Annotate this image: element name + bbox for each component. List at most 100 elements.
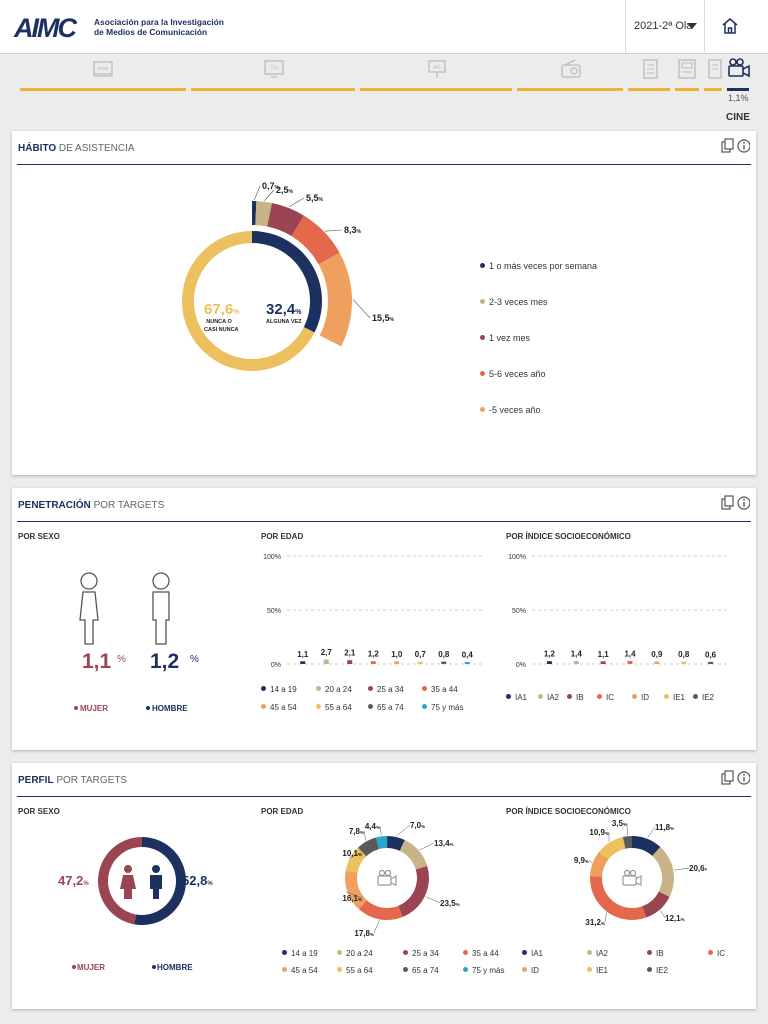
habito-nunca-pct: % xyxy=(233,309,240,316)
habito-legend-item-2[interactable]: 2-3 veces mes xyxy=(480,297,548,307)
perfil-legend-item-8[interactable]: 75 y más xyxy=(463,966,504,975)
habito-alguna-label: ALGUNA VEZ xyxy=(266,319,302,325)
info-icon[interactable] xyxy=(737,139,750,153)
pen-ise-value-label-3: 1,1 xyxy=(598,650,610,659)
legend-dot-icon xyxy=(522,950,527,955)
legend-dot-icon xyxy=(422,704,427,709)
legend-dot-icon xyxy=(368,686,373,691)
pen-ise-value-label-6: 0,8 xyxy=(678,650,690,659)
perfil-legend-item-1[interactable]: 14 a 19 xyxy=(282,949,318,958)
habito-legend-item-1[interactable]: 1 o más veces por semana xyxy=(480,261,597,271)
pen-hombre-legend-label: HOMBRE xyxy=(152,704,188,713)
pen-edad-legend-label: 65 a 74 xyxy=(377,703,404,712)
legend-dot-icon xyxy=(587,950,592,955)
pen-ise-legend-label: IA2 xyxy=(547,693,560,702)
perfil-legend-label: IA1 xyxy=(531,949,544,958)
perfil-legend-item-12[interactable]: IC xyxy=(708,949,725,958)
copy-icon[interactable] xyxy=(721,495,734,510)
pen-edad-legend-item-4[interactable]: 35 a 44 xyxy=(422,685,458,694)
cinema-icon[interactable] xyxy=(727,56,751,80)
copy-icon[interactable] xyxy=(721,770,734,785)
habito-title-rest: DE ASISTENCIA xyxy=(56,143,135,154)
pen-edad-legend-item-3[interactable]: 25 a 34 xyxy=(368,685,404,694)
habito-nunca-value: 67,6% xyxy=(204,301,239,318)
newspaper-icon[interactable] xyxy=(639,58,661,80)
pen-edad-bar-7 xyxy=(441,661,447,664)
pen-ise-legend-item-3[interactable]: IB xyxy=(567,693,584,702)
perfil-legend-item-2[interactable]: 20 a 24 xyxy=(337,949,373,958)
wave-selector[interactable]: 2021-2ª Ola xyxy=(625,0,705,54)
org-name-line1: Asociación para la Investigación xyxy=(94,17,224,27)
perfil-legend-item-11[interactable]: IB xyxy=(647,949,664,958)
tv-icon[interactable]: TV xyxy=(263,58,285,80)
pen-ise-legend-item-1[interactable]: IA1 xyxy=(506,693,527,702)
chevron-down-icon xyxy=(687,23,697,29)
perfil-legend-item-10[interactable]: IA2 xyxy=(587,949,608,958)
perfil-legend-item-13[interactable]: ID xyxy=(522,966,539,975)
pen-edad-legend-item-5[interactable]: 45 a 54 xyxy=(261,703,297,712)
pen-edad-legend-item-7[interactable]: 65 a 74 xyxy=(368,703,404,712)
pen-edad-legend-item-1[interactable]: 14 a 19 xyxy=(261,685,297,694)
perfil-legend-item-15[interactable]: IE2 xyxy=(647,966,668,975)
perfil-legend-item-14[interactable]: IE1 xyxy=(587,966,608,975)
exterior-icon[interactable]: AD xyxy=(426,58,448,80)
radio-icon[interactable] xyxy=(560,58,582,80)
habito-legend-item-3[interactable]: 1 vez mes xyxy=(480,333,530,343)
legend-dot-icon xyxy=(337,967,342,972)
internet-icon[interactable]: www xyxy=(92,58,114,80)
info-icon[interactable] xyxy=(737,771,750,785)
perfil-legend-item-3[interactable]: 25 a 34 xyxy=(403,949,439,958)
pen-ise-legend-item-4[interactable]: IC xyxy=(597,693,614,702)
perfil-legend-item-5[interactable]: 45 a 54 xyxy=(282,966,318,975)
perfil-mujer-number: 47,2 xyxy=(58,873,84,888)
perfil-edad-label-2: 13,4% xyxy=(434,839,454,848)
pen-edad-bar-5 xyxy=(394,661,400,664)
habito-divider xyxy=(17,164,751,165)
perfil-legend-item-9[interactable]: IA1 xyxy=(522,949,543,958)
pen-edad-legend-item-6[interactable]: 55 a 64 xyxy=(316,703,352,712)
magazine-icon[interactable] xyxy=(676,58,698,80)
pen-edad-legend-item-2[interactable]: 20 a 24 xyxy=(316,685,352,694)
habito-legend-item-5[interactable]: -5 veces año xyxy=(480,405,541,415)
woman-icon xyxy=(120,865,136,899)
pen-ise-legend-item-5[interactable]: ID xyxy=(632,693,649,702)
perfil-legend-label: 20 a 24 xyxy=(346,949,373,958)
home-icon[interactable] xyxy=(720,16,740,36)
info-icon[interactable] xyxy=(737,496,750,510)
pen-ise-legend-item-6[interactable]: IE1 xyxy=(664,693,685,702)
svg-text:www: www xyxy=(98,66,109,72)
habito-legend-label: 2-3 veces mes xyxy=(489,297,548,307)
perfil-title-bold: PERFIL xyxy=(18,775,54,786)
legend-dot-icon xyxy=(538,694,543,699)
pen-ise-value-label-2: 1,4 xyxy=(571,649,583,658)
perfil-mujer-pct: % xyxy=(83,881,89,887)
pen-edad-legend-item-8[interactable]: 75 y más xyxy=(422,703,463,712)
pen-edad-bar-6 xyxy=(417,661,423,664)
perfil-ise-leader-line-2 xyxy=(674,867,690,871)
perfil-legend-item-6[interactable]: 55 a 64 xyxy=(337,966,373,975)
perfil-legend-item-7[interactable]: 65 a 74 xyxy=(403,966,439,975)
pen-ise-legend-item-7[interactable]: IE2 xyxy=(693,693,714,702)
perfil-edad-leader-line-8 xyxy=(379,825,382,836)
cinema-label[interactable]: CINE xyxy=(726,112,750,123)
perfil-edad-arc-1 xyxy=(387,836,405,851)
legend-dot-icon xyxy=(422,686,427,691)
perfil-sexo-mujer-arc xyxy=(97,837,142,925)
aimc-logo[interactable]: AIMC xyxy=(14,13,77,43)
perfil-hombre-legend-label: HOMBRE xyxy=(157,963,193,972)
pen-sexo-heading: POR SEXO xyxy=(18,532,60,541)
pen-ise-legend-label: IC xyxy=(606,693,614,702)
perfil-legend-label: 55 a 64 xyxy=(346,966,373,975)
perfil-legend-label: 35 a 44 xyxy=(472,949,499,958)
perfil-edad-leader-line-3 xyxy=(425,896,441,904)
perfil-legend-item-4[interactable]: 35 a 44 xyxy=(463,949,499,958)
supplement-icon[interactable] xyxy=(704,58,726,80)
perfil-ise-leader-line-1 xyxy=(647,826,656,839)
legend-dot-icon xyxy=(368,704,373,709)
habito-alguna-value: 32,4% xyxy=(266,301,301,318)
habito-legend-item-4[interactable]: 5-6 veces año xyxy=(480,369,546,379)
habito-outer-arc-3 xyxy=(267,203,304,237)
pen-ise-legend-item-2[interactable]: IA2 xyxy=(538,693,559,702)
copy-icon[interactable] xyxy=(721,138,734,153)
perfil-edad-label-4: 17,8% xyxy=(354,929,374,938)
